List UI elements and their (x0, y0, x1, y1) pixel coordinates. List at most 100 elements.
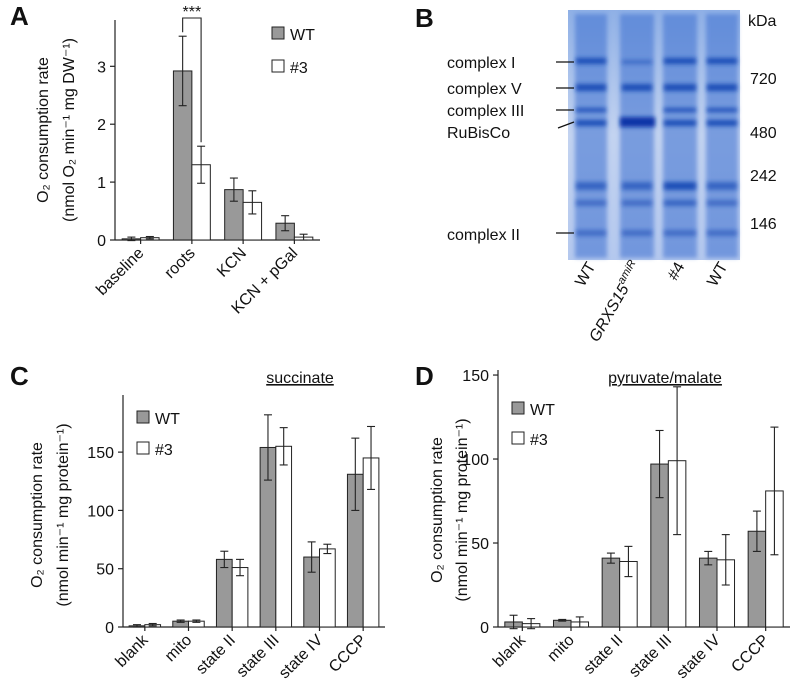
panel-label: C (10, 361, 29, 391)
error-bar (148, 622, 157, 627)
error-bar (307, 541, 316, 573)
error-bar (145, 235, 154, 240)
y-tick-label: 1 (97, 175, 106, 192)
x-tick-label: roots (162, 245, 199, 282)
lane-label: WT (572, 259, 599, 289)
y-axis-label: (nmol min⁻¹ mg protein⁻¹) (454, 418, 471, 601)
error-bar (220, 550, 229, 569)
panel-label: A (10, 1, 29, 31)
legend-swatch (271, 59, 285, 73)
error-bar (367, 425, 376, 490)
y-axis-label: (nmol min⁻¹ mg protein⁻¹) (55, 423, 72, 606)
x-tick-label: state III (626, 632, 675, 681)
band-label: complex II (447, 227, 520, 244)
lane-label: #4 (665, 259, 689, 283)
error-bar (351, 437, 360, 511)
legend-swatch (511, 431, 525, 445)
error-bar (323, 543, 332, 555)
legend-swatch (136, 441, 150, 455)
error-bar (721, 534, 730, 586)
band-label: complex V (447, 81, 522, 98)
error-bar (279, 427, 288, 466)
legend-label: #3 (530, 432, 548, 449)
error-bar (704, 550, 713, 566)
y-tick-label: 100 (462, 452, 489, 469)
x-tick-label: mito (544, 632, 577, 665)
band-label: complex III (447, 103, 524, 120)
x-tick-label: mito (162, 632, 195, 665)
legend-label: WT (530, 402, 555, 419)
error-bar (127, 236, 136, 242)
error-bar (509, 614, 518, 630)
error-bar (575, 616, 584, 628)
x-tick-label: state II (581, 632, 627, 678)
band-pointers (556, 61, 575, 234)
y-tick-label: 50 (471, 536, 489, 553)
error-bar (236, 558, 245, 577)
chart-title: pyruvate/malate (608, 370, 722, 387)
error-bar (248, 190, 257, 215)
x-tick-label: KCN (214, 245, 250, 281)
legend-label: WT (155, 411, 180, 428)
bar (231, 567, 249, 628)
panel-label: D (415, 361, 434, 391)
x-tick-label: blank (490, 631, 530, 671)
y-tick-label: 3 (97, 59, 106, 76)
error-bar (655, 429, 664, 499)
error-bar (197, 145, 206, 184)
y-tick-label: 0 (480, 620, 489, 637)
x-tick-label: state II (193, 632, 239, 678)
legend-swatch (271, 26, 285, 40)
error-bar (178, 35, 187, 107)
size-marker: 480 (750, 125, 777, 142)
y-axis-label: O₂ consumption rate (35, 57, 52, 203)
bar (601, 557, 621, 628)
x-tick-label: baseline (93, 245, 147, 299)
error-bar (673, 386, 682, 536)
error-bar (527, 618, 536, 630)
error-bar (192, 619, 201, 623)
bar (215, 558, 233, 628)
error-bar (606, 552, 615, 564)
lane-label-text: GRXS15 (586, 282, 632, 345)
size-marker: 720 (750, 71, 777, 88)
x-tick-label: blank (113, 631, 153, 671)
y-tick-label: 150 (462, 368, 489, 385)
significance-label: *** (183, 4, 202, 21)
lane-label: WT (704, 259, 731, 289)
legend-label: #3 (290, 60, 308, 77)
legend-swatch (511, 401, 525, 415)
y-axis-label: (nmol O₂ min⁻¹ mg DW⁻¹) (61, 38, 78, 222)
band-label: complex I (447, 55, 515, 72)
y-axis-label: O₂ consumption rate (429, 437, 446, 583)
y-tick-label: 2 (97, 117, 106, 134)
x-tick-label: CCCP (326, 632, 370, 676)
size-marker: 242 (750, 168, 777, 185)
legend-label: #3 (155, 442, 173, 459)
y-tick-label: 100 (87, 503, 114, 520)
error-bar (229, 177, 238, 202)
gel-image (568, 10, 740, 260)
x-tick-label: state IV (276, 632, 327, 683)
bar (698, 557, 718, 628)
error-bar (132, 624, 141, 628)
y-tick-label: 0 (105, 620, 114, 637)
significance-bracket (182, 17, 202, 143)
bar (275, 445, 293, 628)
panel-label: B (415, 3, 434, 33)
legend-swatch (136, 410, 150, 424)
error-bar (281, 215, 290, 232)
error-bar (770, 426, 779, 556)
error-bar (752, 510, 761, 552)
error-bar (558, 618, 567, 622)
y-tick-label: 50 (96, 562, 114, 579)
x-tick-label: CCCP (728, 632, 772, 676)
legend-label: WT (290, 27, 315, 44)
chart-title: succinate (266, 370, 334, 387)
error-bar (263, 414, 272, 481)
y-axis-label: O₂ consumption rate (29, 442, 46, 588)
lane-label-sup: amiR (615, 258, 638, 286)
error-bar (624, 545, 633, 578)
x-tick-label: state IV (673, 632, 724, 683)
